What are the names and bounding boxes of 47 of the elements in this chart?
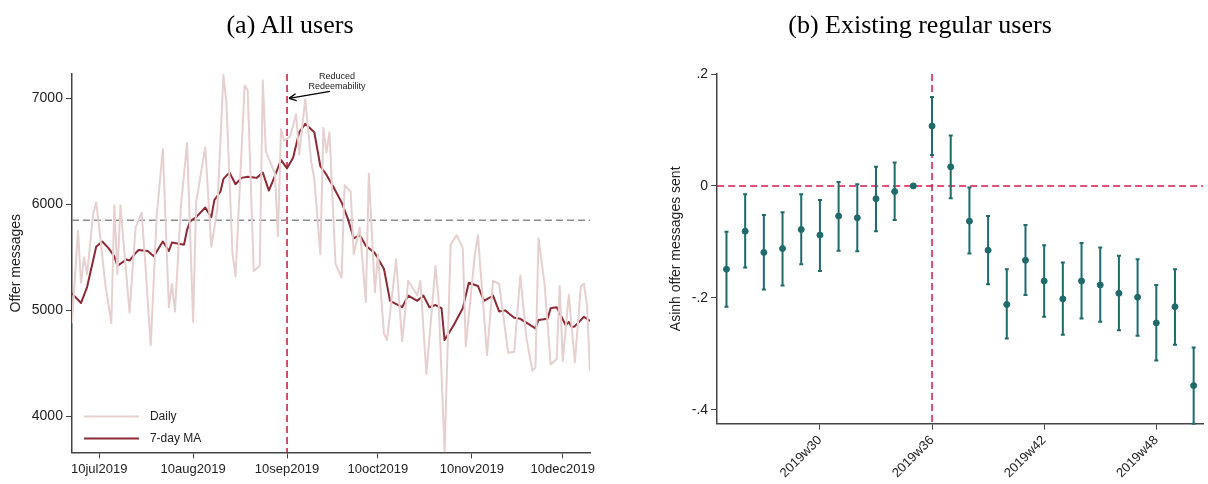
point [947,163,955,171]
point [816,231,824,239]
point [741,227,749,235]
point [1078,277,1086,285]
legend-label: Daily [149,408,177,423]
y-tick-label: 5000 [31,301,64,318]
x-tick-label: 10dec2019 [530,460,595,476]
x-tick-label: 10jul2019 [71,460,128,476]
point [760,248,768,256]
x-tick-label: 10oct2019 [347,460,409,476]
point [797,226,805,234]
point [1152,319,1160,327]
point [1003,300,1011,308]
y-axis-title: Asinh offer messages sent [667,166,684,332]
point [984,246,992,254]
point [1190,382,1198,390]
point [1040,277,1048,285]
y-tick-label: 0 [700,176,709,193]
point [779,245,787,253]
point [909,182,917,190]
annotation: Reduced Redeemability [308,71,367,92]
point [928,122,936,130]
x-tick-label: 10nov2019 [439,460,505,476]
point [1134,293,1142,301]
point [1021,256,1029,264]
y-axis-title: Offer messages [7,213,24,313]
y-tick-label: 6000 [31,195,64,212]
legend-label: 7-day MA [149,430,202,445]
chart-title: (b) Existing regular users [787,9,1053,41]
y-tick-label: 7000 [31,89,64,106]
point [835,212,843,220]
point [1115,289,1123,297]
y-tick-label: -.4 [691,400,709,417]
point [853,214,861,222]
point [965,217,973,225]
chart-title: (a) All users [225,9,355,41]
x-tick-label: 10aug2019 [160,460,226,476]
y-tick-label: -.2 [691,288,709,305]
point [1096,281,1104,289]
point [1171,303,1179,311]
x-tick-label: 10sep2019 [254,460,320,476]
point [1059,295,1067,303]
y-tick-label: .2 [696,64,709,81]
point [891,187,899,195]
point [872,195,880,203]
y-tick-label: 4000 [31,407,64,424]
point [722,265,730,273]
